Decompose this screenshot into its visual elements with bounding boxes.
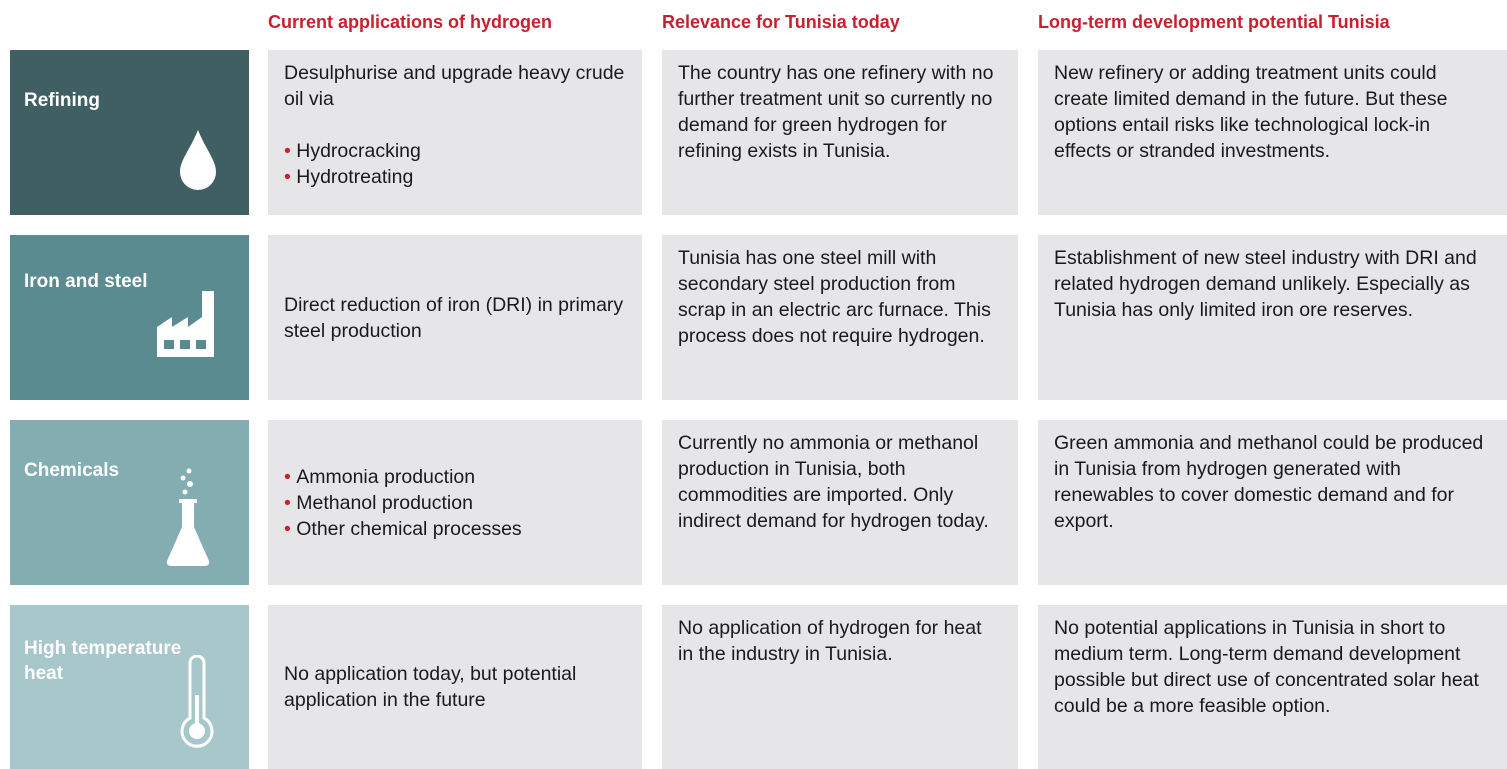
spacer [284,112,626,138]
cell-text: The country has one refinery with no fur… [678,62,994,162]
bullet-item: Hydrotreating [284,164,626,190]
thermometer-icon [180,655,214,748]
cell: Desulphurise and upgrade heavy crude oil… [268,50,642,215]
cell-text: Green ammonia and methanol could be prod… [1054,432,1484,532]
cell-text: No potential applications in Tunisia in … [1054,617,1479,717]
cell-text: No application of hydrogen for heat in t… [678,617,982,665]
cell: New refinery or adding treatment units c… [1038,50,1507,215]
cell-text: Currently no ammonia or methanol product… [678,432,989,532]
cell-text: New refinery or adding treatment units c… [1054,62,1448,162]
bullet-item: Other chemical processes [284,516,626,542]
cell: Tunisia has one steel mill with secondar… [662,235,1018,400]
row-header: Chemicals [10,420,249,585]
cell: No potential applications in Tunisia in … [1038,605,1507,769]
row-label: Iron and steel [24,271,148,292]
cell: Establishment of new steel industry with… [1038,235,1507,400]
row-header: Refining [10,50,249,215]
cell: Direct reduction of iron (DRI) in primar… [268,235,642,400]
column-header: Current applications of hydrogen [268,12,553,32]
column-header: Relevance for Tunisia today [662,12,900,32]
cell: The country has one refinery with no fur… [662,50,1018,215]
cell-text: Establishment of new steel industry with… [1054,247,1477,321]
cell: Green ammonia and methanol could be prod… [1038,420,1507,585]
cell: Currently no ammonia or methanol product… [662,420,1018,585]
flask-icon [166,468,210,566]
cell-text: Desulphurise and upgrade heavy crude oil… [284,62,625,110]
cell: Ammonia productionMethanol productionOth… [268,420,642,585]
bullet-list: Ammonia productionMethanol productionOth… [284,464,626,542]
cell: No application today, but potential appl… [268,605,642,769]
bullet-item: Methanol production [284,490,626,516]
bullet-list: HydrocrackingHydrotreating [284,138,626,190]
row-label: High temperature heat [24,638,182,684]
drop-icon [180,130,216,190]
bullet-item: Hydrocracking [284,138,626,164]
cell-text: Tunisia has one steel mill with secondar… [678,247,991,347]
factory-icon [157,291,214,357]
row-label: Chemicals [24,460,120,481]
cell-text: No application today, but potential appl… [284,663,577,711]
row-label: Refining [24,89,100,111]
bullet-item: Ammonia production [284,464,626,490]
cell: No application of hydrogen for heat in t… [662,605,1018,769]
cell-text: Direct reduction of iron (DRI) in primar… [284,293,624,342]
column-header: Long-term development potential Tunisia [1038,12,1390,32]
